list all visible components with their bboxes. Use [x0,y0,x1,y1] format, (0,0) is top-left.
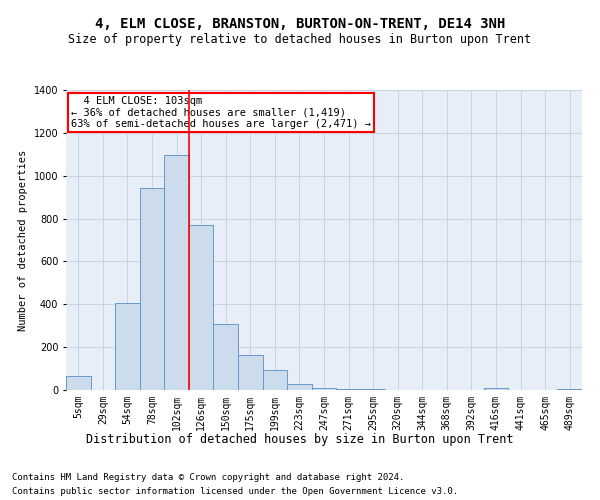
Text: 4 ELM CLOSE: 103sqm
← 36% of detached houses are smaller (1,419)
63% of semi-det: 4 ELM CLOSE: 103sqm ← 36% of detached ho… [71,96,371,129]
Bar [557,389,582,390]
Bar [214,324,238,390]
Bar [66,376,91,390]
Text: 4, ELM CLOSE, BRANSTON, BURTON-ON-TRENT, DE14 3NH: 4, ELM CLOSE, BRANSTON, BURTON-ON-TRENT,… [95,18,505,32]
Text: Contains HM Land Registry data © Crown copyright and database right 2024.: Contains HM Land Registry data © Crown c… [12,472,404,482]
Bar [287,384,312,390]
Text: Distribution of detached houses by size in Burton upon Trent: Distribution of detached houses by size … [86,432,514,446]
Bar [164,156,189,390]
Text: Size of property relative to detached houses in Burton upon Trent: Size of property relative to detached ho… [68,32,532,46]
Y-axis label: Number of detached properties: Number of detached properties [18,150,28,330]
Bar [189,225,214,390]
Bar [312,388,336,390]
Bar [140,188,164,390]
Bar [484,388,508,390]
Bar [115,303,140,390]
Bar [263,370,287,390]
Bar [238,354,263,390]
Text: Contains public sector information licensed under the Open Government Licence v3: Contains public sector information licen… [12,488,458,496]
Bar [336,389,361,390]
